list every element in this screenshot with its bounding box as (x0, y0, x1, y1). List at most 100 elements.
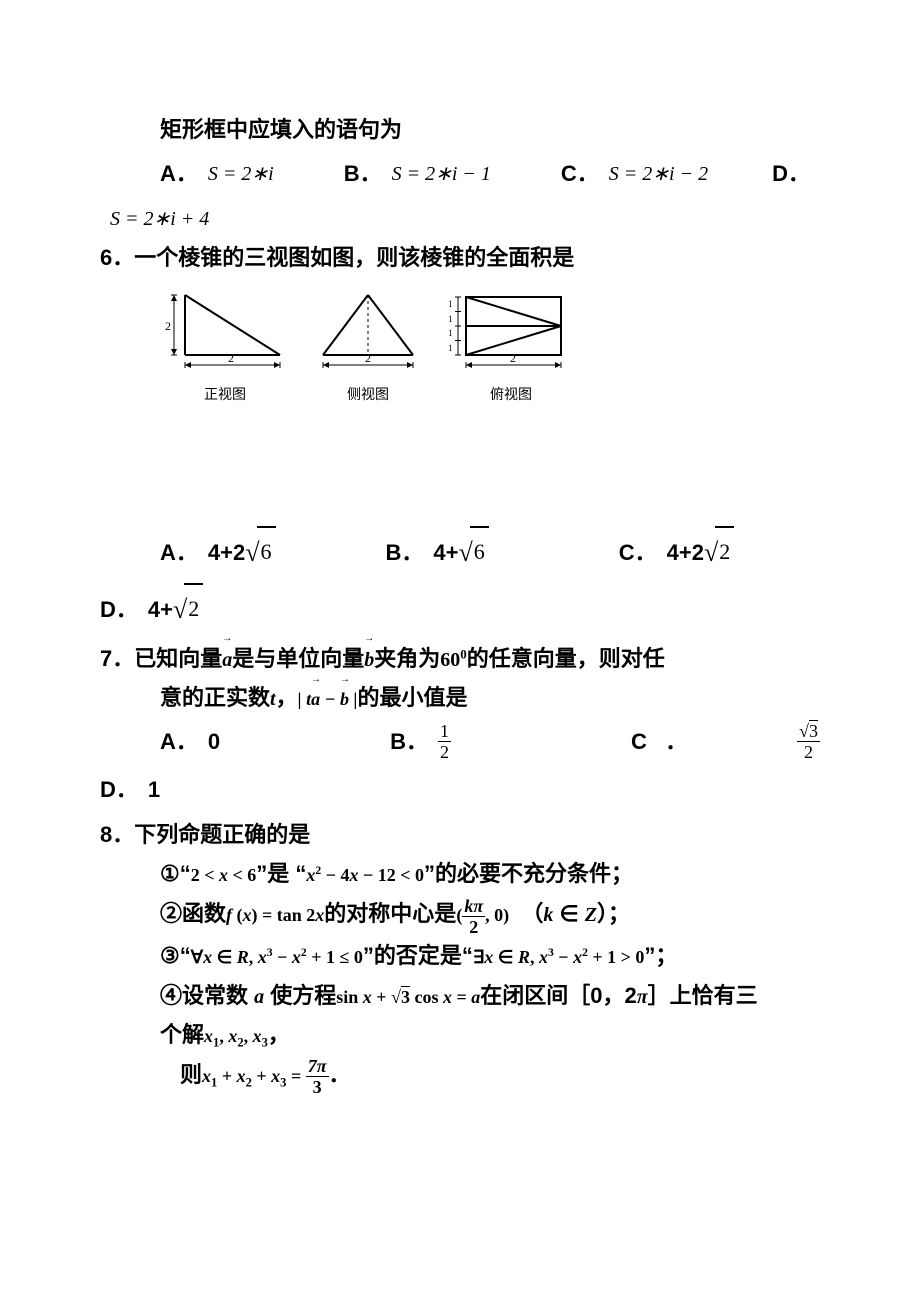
q7-opt-a-label: A． (160, 718, 208, 766)
svg-text:2: 2 (165, 319, 171, 333)
q8-item4-line1: ④设常数 a 使方程sin x + √3 cos x = a在闭区间［0，2π］… (100, 976, 820, 1016)
circled-1: ① (160, 861, 180, 886)
q8-i1-ineq: x2 − 4x − 12 < 0 (306, 865, 424, 885)
q7-angle: 600 (440, 649, 467, 671)
q8-i4-t1: 设常数 (182, 983, 254, 1008)
q5-opt-c: S = 2∗i − 2 (609, 152, 708, 196)
q6-opt-d-label: D． (100, 586, 148, 634)
q8-i1-cond: 2 < x < 6 (191, 865, 257, 885)
q5-opt-a: S = 2∗i (208, 152, 274, 196)
q7-opt-c-frac: √3 2 (797, 722, 820, 761)
q6-opt-b-label: B． (386, 529, 434, 577)
q8-i4-t3: 在闭区间［0，2 (480, 983, 636, 1008)
q6-fig-side-caption: 侧视图 (308, 384, 428, 404)
q8-i4-sum: x1 + x2 + x3 = (202, 1066, 306, 1086)
q7-opt-d-label: D． (100, 766, 148, 814)
sqrt-icon: √2 (704, 524, 734, 581)
q7-options-row2: D． 1 (100, 766, 820, 814)
q5-options-row1: A． S = 2∗i B． S = 2∗i − 1 C． S = 2∗i − 2… (100, 150, 820, 198)
q6-text: 一个棱锥的三视图如图，则该棱锥的全面积是 (134, 245, 574, 270)
sqrt-icon: √6 (458, 524, 488, 581)
svg-text:2: 2 (510, 351, 516, 365)
q7-p3: 夹角为 (374, 646, 440, 671)
q7-comma: ， (276, 685, 298, 710)
q5-opt-d-label: D． (772, 150, 820, 198)
exam-page: 矩形框中应填入的语句为 A． S = 2∗i B． S = 2∗i − 1 C．… (0, 0, 920, 1302)
q8-text: 下列命题正确的是 (134, 822, 310, 847)
q8-i1-close: ”的必要不充分条件； (424, 861, 633, 886)
q6-fig-side: 2 侧视图 (308, 285, 428, 404)
svg-text:1: 1 (448, 299, 453, 309)
q6-opt-b-prefix: 4+ (433, 529, 458, 577)
q6-options-row2: D． 4+ √2 (100, 581, 820, 638)
q6-opt-d-prefix: 4+ (148, 586, 173, 634)
q8-i1-mid: ”是 “ (256, 861, 306, 886)
q7-p4: 的任意向量，则对任 (467, 646, 665, 671)
svg-text:1: 1 (448, 314, 453, 324)
vec-b: b (364, 642, 374, 678)
q8-i4-comma: ， (268, 1022, 290, 1047)
q8-number: 8． (100, 822, 134, 847)
q8-item3: ③“∀x ∈ R, x3 − x2 + 1 ≤ 0”的否定是“∃x ∈ R, x… (100, 936, 820, 976)
q8-i2-fx: f (x) = tan 2x (226, 905, 324, 925)
q8-i3-exist: ∃x ∈ R, x3 − x2 + 1 > 0 (473, 947, 645, 967)
q6-opt-c-label: C． (619, 529, 667, 577)
q8-i2-t1: 函数 (182, 901, 226, 926)
q8-i2-t2: 的对称中心是 (324, 901, 456, 926)
q7-opt-b-frac: 1 2 (438, 722, 451, 761)
q7-l2a: 意的正实数 (160, 685, 270, 710)
vec-a: a (222, 642, 232, 678)
svg-text:2: 2 (365, 351, 371, 365)
q6-fig-front: 2 2 正视图 (160, 285, 290, 404)
q7-opt-a: 0 (208, 718, 220, 766)
q8-i4-eq: sin x + √3 cos x = a (336, 986, 480, 1007)
q7-stem-line1: 7．已知向量a是与单位向量b夹角为600的任意向量，则对任 (100, 639, 820, 679)
q5-opt-a-label: A． (160, 150, 208, 198)
q8-i2-kin: （k ∈ Z）； (515, 901, 630, 926)
q7-p2: 是与单位向量 (232, 646, 364, 671)
q8-i4-period: ． (329, 1062, 351, 1087)
q8-i4-t4: ］上恰有三 (648, 983, 758, 1008)
q8-i1-open: “ (180, 861, 191, 886)
sqrt-icon: √2 (173, 581, 203, 638)
q7-expr: | ta − b | (298, 689, 358, 709)
q5-opt-b: S = 2∗i − 1 (392, 152, 491, 196)
q6-opt-a-prefix: 4+2 (208, 529, 245, 577)
q7-number: 7． (100, 646, 134, 671)
circled-2: ② (160, 901, 182, 926)
q8-i4-a: a (254, 986, 264, 1008)
q8-i4-frac: 7π3 (306, 1057, 329, 1096)
sqrt-icon: √6 (245, 524, 275, 581)
svg-text:2: 2 (228, 351, 234, 365)
q6-opt-a-label: A． (160, 529, 208, 577)
q8-i3-close: ”； (644, 943, 677, 968)
q8-item2: ②函数f (x) = tan 2x的对称中心是(kπ2, 0) （k ∈ Z）； (100, 894, 820, 936)
svg-text:1: 1 (448, 343, 453, 353)
q7-p1: 已知向量 (134, 646, 222, 671)
q8-i4-pi: π (637, 986, 648, 1008)
q8-stem: 8．下列命题正确的是 (100, 815, 820, 855)
q8-item4-line2: 个解x1, x2, x3， (100, 1015, 820, 1055)
q8-i4-xs: x1, x2, x3 (204, 1026, 268, 1046)
q8-i3-forall: ∀x ∈ R, x3 − x2 + 1 ≤ 0 (191, 947, 363, 967)
q8-item4-line3: 则x1 + x2 + x3 = 7π3． (100, 1055, 820, 1096)
q7-options-row1: A． 0 B． 1 2 C ． √3 2 (100, 718, 820, 766)
q5-opt-b-label: B． (344, 150, 392, 198)
q8-i4-line2a: 个解 (160, 1022, 204, 1047)
q6-fig-top: 1 1 1 1 2 俯视图 (446, 285, 576, 404)
q7-stem-line2: 意的正实数t，| ta − b |的最小值是 (100, 678, 820, 718)
q5-opt-d-line: S = 2∗i + 4 (100, 198, 820, 238)
q8-i4-t2: 使方程 (264, 983, 336, 1008)
q8-i2-center: (kπ2, 0) (456, 905, 509, 925)
q5-opt-d: S = 2∗i + 4 (110, 208, 209, 230)
q6-number: 6． (100, 245, 134, 270)
q8-i4-line3a: 则 (180, 1062, 202, 1087)
q6-opt-c-prefix: 4+2 (667, 529, 704, 577)
q7-opt-b-label: B． (390, 718, 438, 766)
q5-opt-c-label: C． (561, 150, 609, 198)
q6-stem: 6．一个棱锥的三视图如图，则该棱锥的全面积是 (100, 238, 820, 278)
q6-fig-front-caption: 正视图 (160, 384, 290, 404)
q6-options-row1: A． 4+2 √6 B． 4+ √6 C． 4+2 √2 (100, 524, 820, 581)
circled-4: ④ (160, 983, 182, 1008)
q7-opt-d: 1 (148, 766, 160, 814)
